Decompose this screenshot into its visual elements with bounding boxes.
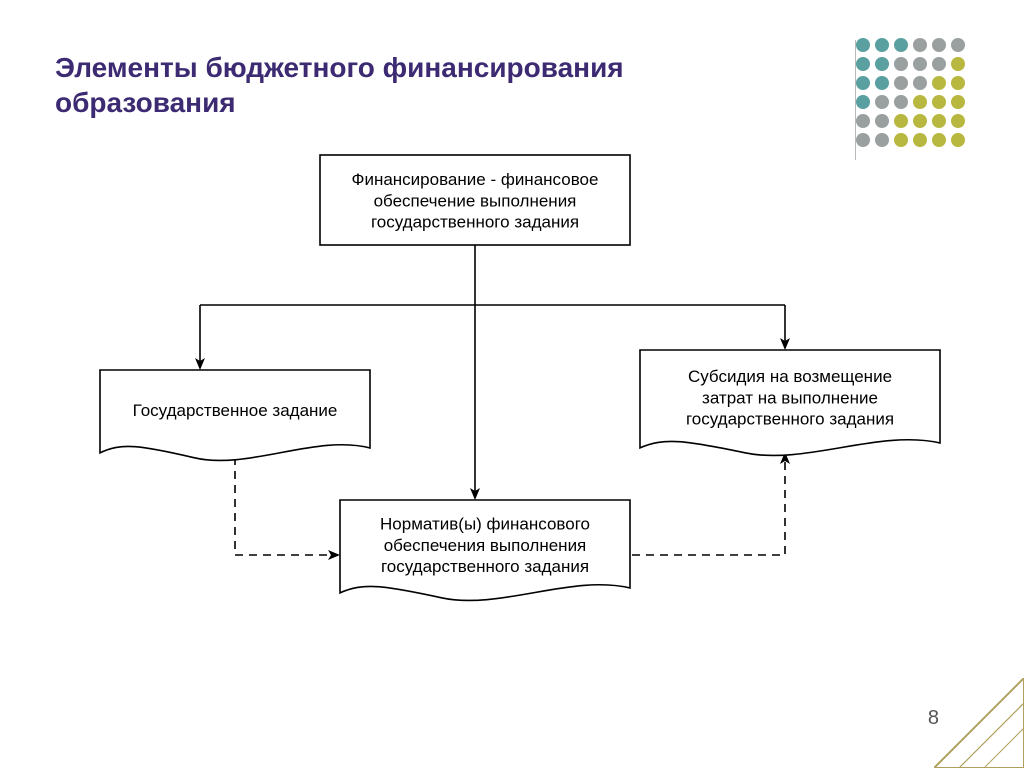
node-bottom-text: государственного задания [381,557,589,576]
node-bottom-text: Норматив(ы) финансового [380,515,590,534]
node-top-text: государственного задания [371,213,579,232]
node-top-text: обеспечение выполнения [374,191,577,210]
edge-left-to-bottom [235,457,338,555]
node-right-text: затрат на выполнение [702,388,878,407]
node-right-text: Субсидия на возмещение [688,367,892,386]
node-right-text: государственного задания [686,410,894,429]
edge-bottom-to-right [632,454,785,555]
node-bottom-text: обеспечения выполнения [384,536,587,555]
diagram-stage: Финансирование - финансовое обеспечение в… [0,0,1024,768]
node-left-text: Государственное задание [133,401,338,420]
corner-decoration [934,678,1024,768]
node-top-text: Финансирование - финансовое [352,170,599,189]
